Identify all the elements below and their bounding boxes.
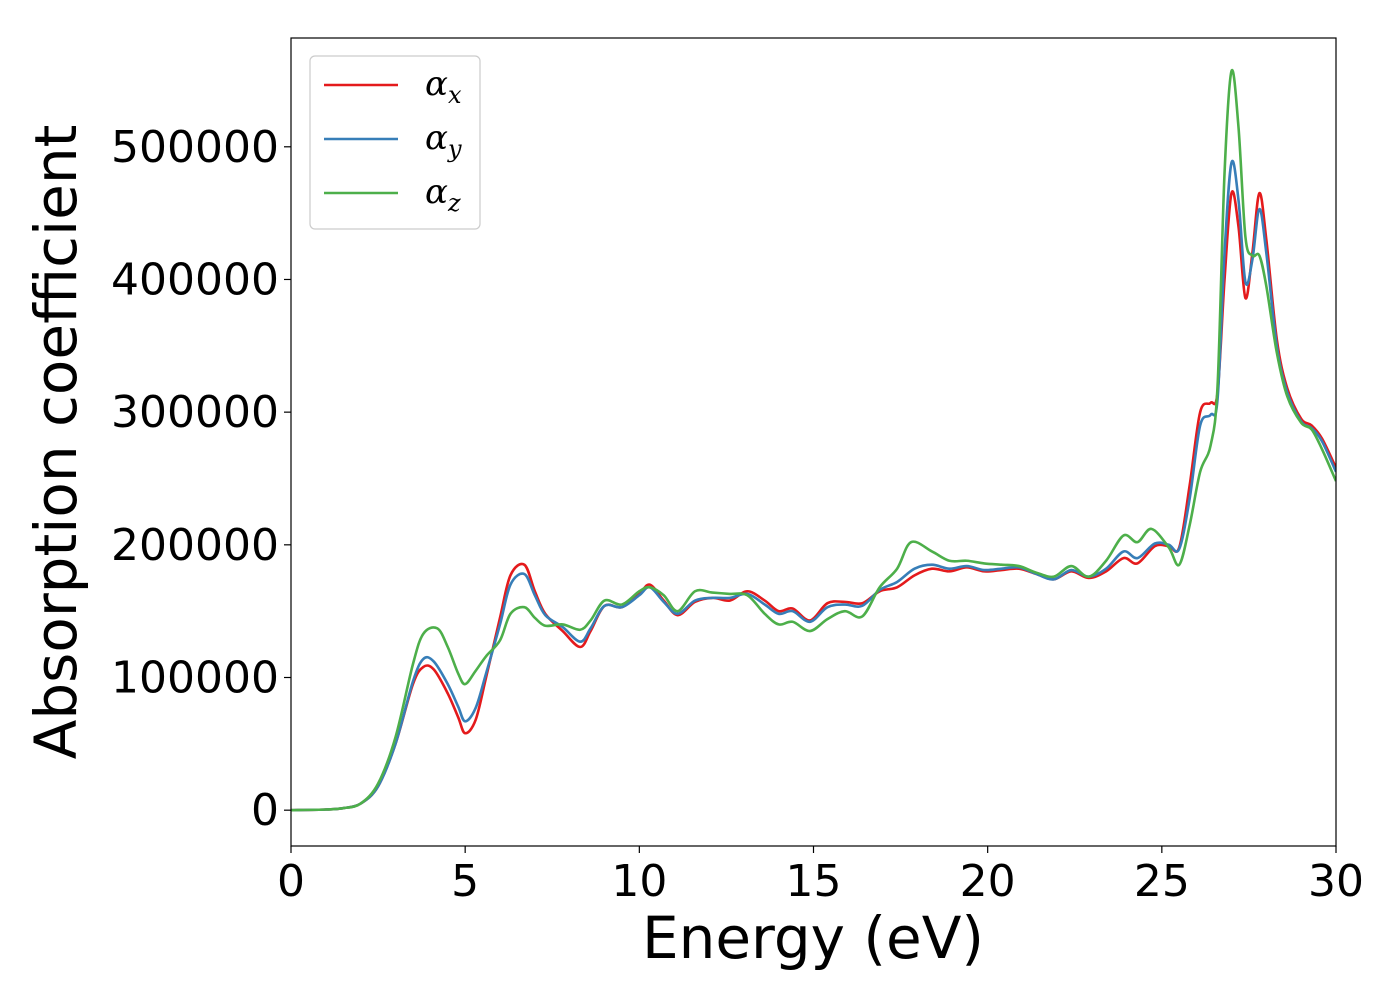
x-tick-label: 20 [960, 856, 1016, 907]
legend-label-y: αy [425, 118, 462, 163]
legend: αx αy αz [309, 55, 481, 230]
series-layer [291, 68, 1336, 812]
x-tick-label: 15 [786, 856, 842, 907]
series-line-z [291, 68, 1336, 812]
x-tick-label: 25 [1134, 856, 1190, 907]
x-tick-label: 30 [1308, 856, 1364, 907]
x-tick-label: 10 [611, 856, 667, 907]
y-tick-label: 200000 [111, 520, 279, 571]
y-axis-title: Absorption coefficient [22, 125, 90, 760]
x-tick-label: 0 [277, 856, 305, 907]
x-axis: 0 5 10 15 20 25 30 [277, 846, 1364, 907]
y-tick-label: 400000 [111, 254, 279, 305]
y-tick-label: 500000 [111, 122, 279, 173]
legend-label-z: αz [425, 172, 461, 217]
y-tick-label: 0 [251, 785, 279, 836]
y-tick-label: 300000 [111, 387, 279, 438]
legend-label-x: αx [425, 64, 462, 109]
x-tick-label: 5 [451, 856, 479, 907]
y-axis: 0 100000 200000 300000 400000 500000 [111, 122, 291, 836]
legend-box [309, 55, 481, 230]
series-line-y [291, 159, 1336, 812]
y-tick-label: 100000 [111, 653, 279, 704]
x-axis-title: Energy (eV) [642, 904, 984, 972]
series-line-x [291, 190, 1336, 812]
